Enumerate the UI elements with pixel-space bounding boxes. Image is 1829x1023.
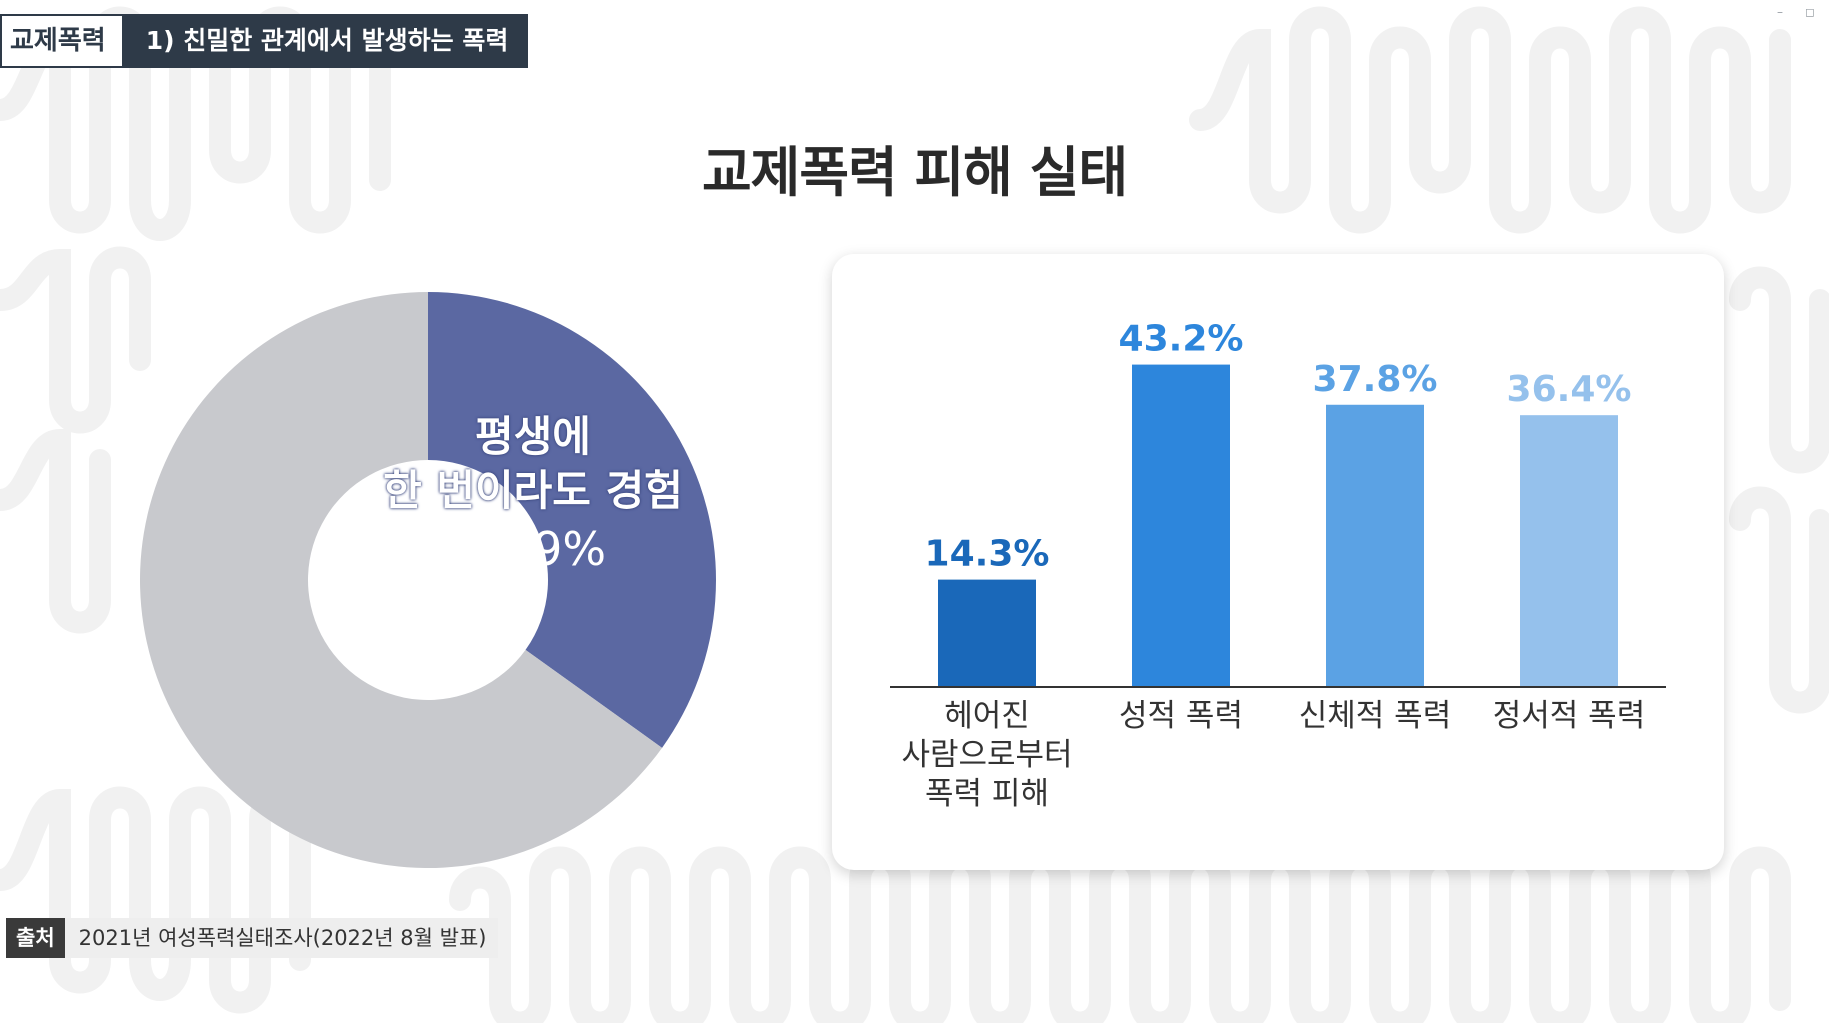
bar-2	[1326, 404, 1424, 686]
category-label-3-line-0: 정서적 폭력	[1493, 698, 1645, 734]
category-label-0-line-2: 폭력 피해	[925, 776, 1049, 812]
donut-label-line1: 평생에	[475, 412, 591, 461]
minimize-icon[interactable]: –	[1777, 5, 1784, 19]
section-header: 교제폭력 1) 친밀한 관계에서 발생하는 폭력	[0, 14, 529, 68]
bar-1	[1132, 364, 1230, 686]
donut-chart-svg	[139, 292, 716, 868]
section-subtitle: 1) 친밀한 관계에서 발생하는 폭력	[123, 14, 529, 68]
bar-chart-panel: 14.3% 헤어진 사람으로부터 폭력 피해 43.2% 성적 폭력 37.8% 신체적 폭력…	[832, 254, 1724, 870]
bar-value-label-1: 43.2%	[1119, 319, 1244, 360]
source-tag: 출처	[6, 918, 65, 958]
donut-slice-1	[139, 292, 663, 868]
donut-value-label: 34.9%	[459, 522, 607, 576]
donut-slice-0	[428, 292, 716, 748]
category-label-1-line-0: 성적 폭력	[1119, 698, 1243, 734]
restore-icon[interactable]: ◻	[1805, 5, 1815, 19]
bar-value-label-2: 37.8%	[1313, 359, 1438, 400]
donut-chart: 평생에 한 번이라도 경험 34.9%	[138, 290, 718, 870]
bar-value-label-3: 36.4%	[1507, 369, 1632, 410]
bar-0	[938, 579, 1036, 686]
donut-label-line2: 한 번이라도 경험	[383, 466, 683, 515]
bar-3	[1520, 415, 1618, 686]
section-category: 교제폭력	[0, 14, 124, 68]
donut-slice-label: 평생에 한 번이라도 경험 34.9%	[323, 410, 743, 580]
source-text: 2021년 여성폭력실태조사(2022년 8월 발표)	[64, 918, 499, 958]
category-label-0-line-1: 사람으로부터	[901, 737, 1072, 773]
bar-value-label-0: 14.3%	[925, 534, 1050, 575]
category-label-0-line-0: 헤어진	[944, 698, 1030, 734]
page-title: 교제폭력 피해 실태	[701, 141, 1128, 204]
source-note: 출처 2021년 여성폭력실태조사(2022년 8월 발표)	[6, 918, 499, 958]
window-controls: – ◻	[1777, 6, 1815, 18]
category-label-2-line-0: 신체적 폭력	[1299, 698, 1451, 734]
